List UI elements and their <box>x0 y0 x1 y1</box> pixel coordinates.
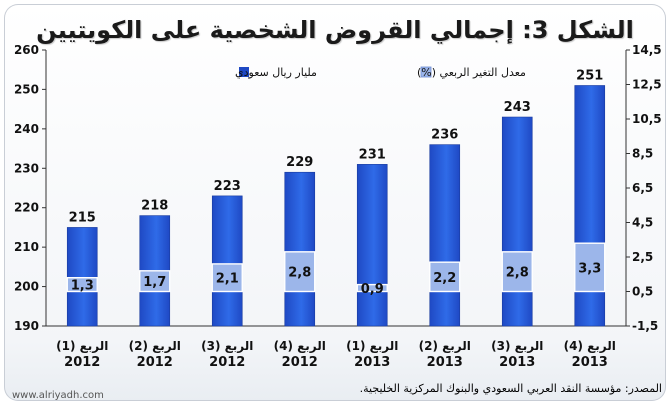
bar-value-label: 229 <box>286 155 313 170</box>
bar-value-label: 243 <box>504 100 531 115</box>
right-tick-label: 2,5 <box>632 250 653 264</box>
bar <box>356 164 388 327</box>
legend-swatch-change <box>420 66 432 78</box>
left-tick-label: 200 <box>14 280 39 294</box>
bar <box>66 227 98 327</box>
left-tick-label: 220 <box>14 201 39 215</box>
x-tick-year-label: 2012 <box>209 355 245 370</box>
change-value-label: 1,3 <box>71 279 94 294</box>
x-tick-year-label: 2012 <box>64 355 100 370</box>
bar <box>211 195 243 327</box>
x-tick-label: الربع (4) <box>564 339 616 353</box>
x-tick-year-label: 2013 <box>427 355 463 370</box>
change-value-label: 2,8 <box>506 266 529 281</box>
chart-title: الشكل 3: إجمالي القروض الشخصية على الكوي… <box>36 16 634 44</box>
legend-label-change: معدل التغير الربعي (%) <box>417 66 526 79</box>
change-value-label: 2,8 <box>288 266 311 281</box>
x-tick-year-label: 2013 <box>499 355 535 370</box>
change-value-label: 2,1 <box>216 272 239 287</box>
change-value-label: 2,2 <box>433 271 456 286</box>
change-value-label: 0,9 <box>361 282 384 297</box>
x-tick-year-label: 2012 <box>282 355 318 370</box>
watermark: www.alriyadh.com <box>12 390 104 401</box>
bar-value-label: 236 <box>431 128 458 143</box>
change-segment <box>284 251 316 293</box>
x-tick-label: الربع (3) <box>491 339 543 353</box>
left-tick-label: 260 <box>14 43 39 57</box>
change-segment <box>429 261 461 293</box>
x-tick-label: الربع (2) <box>129 339 181 353</box>
right-tick-label: 12,5 <box>632 78 662 92</box>
bar-value-label: 231 <box>359 147 386 162</box>
right-tick-label: 8,5 <box>632 147 653 161</box>
x-tick-label: الربع (4) <box>274 339 326 353</box>
left-tick-label: 230 <box>14 161 39 175</box>
change-segment <box>66 277 98 293</box>
left-tick-label: 240 <box>14 122 39 136</box>
x-tick-label: الربع (2) <box>419 339 471 353</box>
x-tick-label: الربع (1) <box>56 339 108 353</box>
x-tick-year-label: 2013 <box>354 355 390 370</box>
change-segment <box>139 270 171 293</box>
change-value-label: 1,7 <box>143 275 166 290</box>
change-segment <box>574 242 606 293</box>
bar-value-label: 215 <box>69 210 96 225</box>
right-tick-label: 10,5 <box>632 112 662 126</box>
x-tick-year-label: 2013 <box>572 355 608 370</box>
right-tick-label: 0,5 <box>632 285 653 299</box>
legend-label-total: مليار ريال سعودي <box>235 66 317 79</box>
left-tick-label: 250 <box>14 82 39 96</box>
chart-plot: 190 200 210 220 230 240 250 260 -1,5 0,5 2,5 4,5 6,5… <box>14 43 662 370</box>
x-tick-label: الربع (1) <box>346 339 398 353</box>
bar <box>429 144 461 327</box>
source-note: المصدر: مؤسسة النقد العربي السعودي والبن… <box>359 382 662 395</box>
right-tick-label: 14,5 <box>632 43 662 57</box>
legend-swatch-total <box>239 67 249 77</box>
chart-frame: الشكل 3: إجمالي القروض الشخصية على الكوي… <box>4 4 666 401</box>
right-tick-label: 4,5 <box>632 216 653 230</box>
right-tick-label: 6,5 <box>632 181 653 195</box>
change-segment <box>356 283 388 293</box>
bar <box>501 116 533 327</box>
left-tick-label: 210 <box>14 240 39 254</box>
bar-value-label: 251 <box>576 68 603 83</box>
change-segment <box>211 263 243 293</box>
x-tick-year-label: 2012 <box>137 355 173 370</box>
bar <box>284 171 316 327</box>
right-tick-label: -1,5 <box>632 319 658 333</box>
left-tick-label: 190 <box>14 319 39 333</box>
change-value-label: 3,3 <box>578 261 601 276</box>
change-segment <box>501 251 533 293</box>
x-tick-label: الربع (3) <box>201 339 253 353</box>
bar-value-label: 218 <box>141 199 168 214</box>
bar-value-label: 223 <box>214 179 241 194</box>
